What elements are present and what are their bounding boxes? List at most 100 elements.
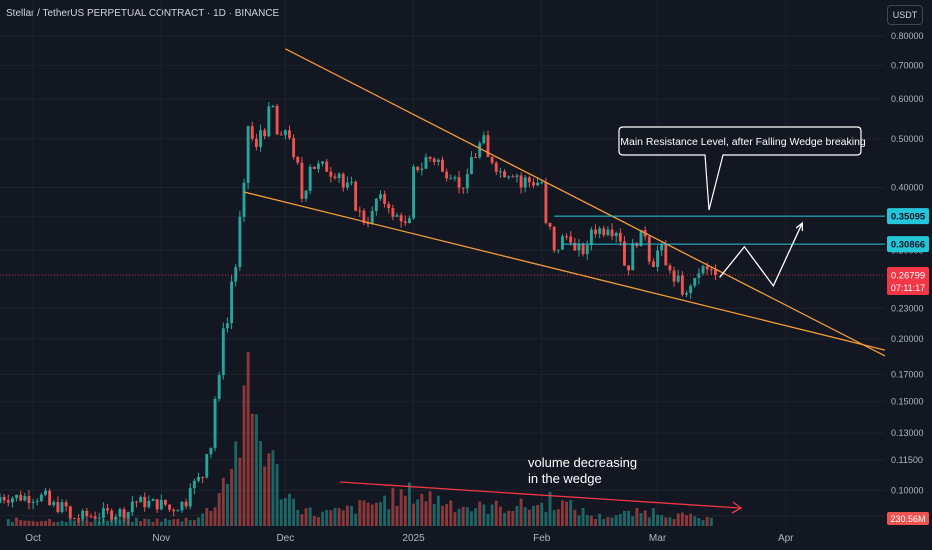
volume-bar [602,519,606,526]
candle-body [399,215,403,222]
candle-body [72,518,76,520]
y-tick-label: 0.23000 [891,303,924,313]
candle-body [449,178,453,180]
candle-body [205,454,209,478]
candle-body [64,502,68,507]
wedge-lower-line[interactable] [243,191,886,351]
candle-body [2,496,6,501]
candle-body [188,488,192,507]
volume-bar [643,510,647,526]
volume-bar [250,413,254,526]
candle-body [680,275,684,295]
candle-body [292,138,296,158]
projection-path[interactable] [719,222,803,288]
volume-bar [176,518,180,526]
candle-body [168,504,172,510]
candle-body [15,494,18,499]
volume-bar [614,515,618,526]
volume-bar [81,518,85,526]
volume-bar [325,509,329,526]
candle-body [457,177,461,188]
candle-body [85,510,89,517]
volume-bar [461,506,465,526]
candle-body [56,502,60,512]
candle-body [465,174,469,189]
candle-body [77,518,81,520]
volume-bar [238,457,242,526]
y-tick-label: 0.10000 [891,485,924,495]
volume-trend-arrow[interactable] [339,481,741,509]
volume-bar [664,517,668,526]
candle-body [441,159,444,172]
volume-bar [407,482,411,526]
candle-body [635,243,639,247]
candle-body [379,194,382,199]
candle-body [333,176,337,179]
candle-body [184,501,188,507]
candle-body [259,130,262,148]
volume-note-line: in the wedge [528,471,602,486]
volume-bar [72,520,76,526]
volume-bar [693,516,697,526]
candle-body [598,228,602,234]
candle-body [461,187,465,189]
volume-bar [420,494,424,526]
volume-note-line: volume decreasing [528,455,637,470]
candle-body [428,157,432,159]
candle-body [0,496,2,503]
candle-body [147,500,151,508]
volume-bar [523,507,527,526]
volume-bar [598,513,602,526]
volume-bar [135,517,138,526]
candle-body [246,126,250,183]
resistance-callout[interactable] [618,126,862,211]
candle-body [713,269,717,276]
candle-body [271,106,275,108]
candle-body [275,106,279,135]
candle-body [548,223,552,227]
resistance-price-label: 0.30866 [891,240,925,251]
x-tick-label: 2025 [402,533,425,544]
candle-body [577,244,581,251]
volume-bar [482,504,486,526]
volume-bar [44,520,47,526]
volume-bar [221,477,225,526]
x-tick-label: Apr [778,533,794,544]
candle-body [366,223,370,225]
wedge-upper-line[interactable] [285,48,886,357]
candle-body [370,210,374,224]
volume-bar [445,504,449,526]
candle-body [23,496,27,501]
candle-body [238,216,242,268]
volume-bar [470,511,473,526]
candle-body [515,175,519,177]
volume-bar [226,483,229,526]
candle-body [498,171,502,173]
projection-arrowhead [795,221,804,232]
volume-bar [300,514,304,526]
volume-bar [689,513,693,526]
candle-body [383,194,387,204]
volume-bar [184,517,188,526]
candle-body [358,210,362,212]
candle-body [139,497,143,503]
volume-bar [428,491,432,526]
volume-bar [197,517,200,526]
candle-body [664,244,668,266]
candle-body [254,138,258,148]
candle-body [135,501,138,503]
volume-bar [23,520,27,526]
candle-body [668,265,672,271]
candle-body [242,182,246,217]
candle-body [391,208,395,217]
volume-bar [474,508,478,526]
currency-button[interactable]: USDT [887,5,923,25]
candle-body [445,171,449,179]
volume-bar [685,515,688,526]
volume-bar [64,522,68,526]
candle-body [478,143,482,158]
volume-bar [391,487,395,526]
candle-body [325,161,329,172]
y-tick-label: 0.40000 [891,183,924,193]
